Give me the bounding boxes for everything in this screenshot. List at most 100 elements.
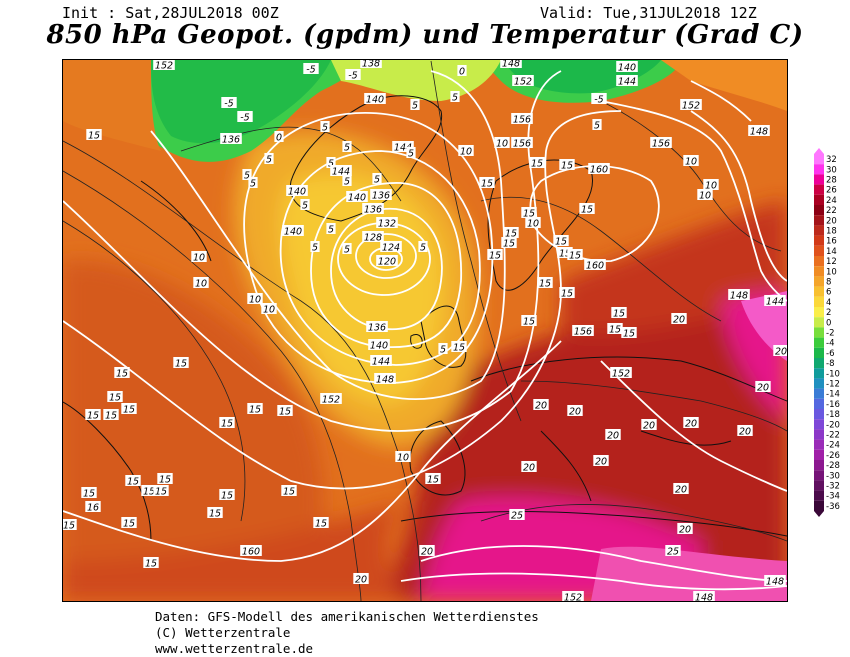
contour-label-text: 144 bbox=[332, 167, 350, 178]
contour-label: 20 bbox=[567, 405, 583, 418]
contour-label-text: 152 bbox=[514, 77, 532, 88]
contour-label-box bbox=[611, 307, 627, 318]
contour-label-text: 10 bbox=[193, 253, 205, 264]
contour-label-text: 16 bbox=[87, 503, 99, 514]
contour-label: 136 bbox=[362, 203, 384, 216]
contour-label: 20 bbox=[737, 425, 753, 438]
valid-time-label: Valid: Tue,31JUL2018 12Z bbox=[540, 4, 757, 22]
temperature-isoline-i bbox=[600, 100, 782, 252]
contour-label: 15 bbox=[451, 341, 467, 354]
contour-label: 160 bbox=[588, 163, 610, 176]
isohypse-148-east bbox=[690, 110, 787, 282]
contour-label-box bbox=[567, 405, 583, 416]
contour-label-box bbox=[264, 153, 274, 164]
contour-label-text: 0 bbox=[276, 133, 282, 144]
scale-tick-label: 16 bbox=[826, 237, 837, 247]
contour-label: 20 bbox=[683, 417, 699, 430]
contour-label-text: 5 bbox=[594, 121, 600, 132]
contour-label: 10 bbox=[703, 179, 719, 192]
contour-label: 5 bbox=[418, 241, 428, 254]
scale-swatch bbox=[814, 378, 824, 389]
contour-label-box bbox=[621, 327, 637, 338]
contour-label-box bbox=[533, 399, 549, 410]
contour-label: 10 bbox=[458, 145, 474, 158]
contour-label-box bbox=[562, 591, 584, 601]
contour-label-text: 5 bbox=[250, 179, 256, 190]
contour-label: 15 bbox=[121, 517, 137, 530]
contour-label-box bbox=[173, 357, 189, 368]
scale-swatch bbox=[814, 235, 824, 246]
atlantic-warm-band bbox=[63, 260, 324, 601]
contour-label-box bbox=[362, 231, 384, 242]
contour-label: 148 bbox=[693, 591, 715, 601]
contour-label-text: 5 bbox=[452, 93, 458, 104]
contour-label-box bbox=[418, 241, 428, 252]
contour-label-box bbox=[610, 367, 632, 378]
scale-tick-label: 24 bbox=[826, 196, 837, 206]
contour-label: 5 bbox=[342, 175, 352, 188]
contour-label-text: 140 bbox=[618, 63, 636, 74]
scale-swatch bbox=[814, 490, 824, 501]
contour-label-box bbox=[121, 403, 137, 414]
contour-label: 5 bbox=[342, 141, 352, 154]
contour-label-text: 140 bbox=[348, 193, 366, 204]
scale-swatch bbox=[814, 256, 824, 267]
contour-label-box bbox=[286, 185, 308, 196]
contour-label-box bbox=[479, 177, 495, 188]
contour-label: 10 bbox=[193, 277, 209, 290]
data-source-label: Daten: GFS-Modell des amerikanischen Wet… bbox=[155, 609, 539, 624]
contour-label: 15 bbox=[559, 159, 575, 172]
contour-label: 15 bbox=[553, 235, 569, 248]
scale-tick-label: -34 bbox=[826, 492, 840, 502]
contour-label-text: 5 bbox=[244, 171, 250, 182]
contour-label: 20 bbox=[353, 573, 369, 586]
contour-label: 10 bbox=[247, 293, 263, 306]
contour-label: 5 bbox=[372, 173, 382, 186]
contour-label: 144 bbox=[764, 295, 786, 308]
siberia-orange bbox=[661, 60, 787, 111]
contour-label: 20 bbox=[641, 419, 657, 432]
contour-label: 5 bbox=[450, 91, 460, 104]
contour-label-box bbox=[81, 487, 97, 498]
contour-label-text: 20 bbox=[355, 575, 367, 586]
contour-label: 15 bbox=[107, 391, 123, 404]
contour-label: 15 bbox=[579, 203, 595, 216]
contour-label: 120 bbox=[376, 255, 398, 268]
contour-label-text: 132 bbox=[378, 219, 396, 230]
contour-label: 10 bbox=[697, 189, 713, 202]
scale-swatch bbox=[814, 317, 824, 328]
contour-label-text: 5 bbox=[374, 175, 380, 186]
contour-label-text: 10 bbox=[195, 279, 207, 290]
contour-label-text: 152 bbox=[322, 395, 340, 406]
temperature-isoline-b bbox=[63, 170, 362, 601]
contour-label: 5 bbox=[406, 147, 416, 160]
scale-tick-label: -14 bbox=[826, 390, 840, 400]
contour-label-text: 152 bbox=[612, 369, 630, 380]
contour-label-text: 20 bbox=[523, 463, 535, 474]
contour-label-text: 15 bbox=[489, 251, 501, 262]
contour-label-box bbox=[764, 295, 786, 306]
contour-label-box bbox=[281, 485, 297, 496]
contour-label: 15 bbox=[103, 409, 119, 422]
scale-tick-label: 4 bbox=[826, 298, 831, 308]
contour-label-box bbox=[592, 119, 602, 130]
contour-label: 144 bbox=[392, 141, 414, 154]
contour-label-box bbox=[728, 289, 750, 300]
contour-label-box bbox=[591, 93, 607, 104]
contour-label-box bbox=[300, 199, 310, 210]
contour-label-box bbox=[219, 489, 235, 500]
iberia-coast bbox=[409, 420, 466, 496]
contour-label-box bbox=[703, 179, 719, 190]
scale-swatch bbox=[814, 154, 824, 165]
contour-label-text: 5 bbox=[312, 243, 318, 254]
scale-swatch bbox=[814, 225, 824, 236]
contour-label-box bbox=[85, 409, 101, 420]
scale-tick-label: 10 bbox=[826, 267, 837, 277]
contour-label-text: 136 bbox=[368, 323, 386, 334]
scale-swatch bbox=[814, 245, 824, 256]
contour-label-text: 10 bbox=[496, 139, 508, 150]
contour-label-box bbox=[114, 367, 130, 378]
scale-tick-label: -22 bbox=[826, 431, 840, 441]
contour-label-box bbox=[487, 249, 503, 260]
contour-label: 144 bbox=[370, 355, 392, 368]
